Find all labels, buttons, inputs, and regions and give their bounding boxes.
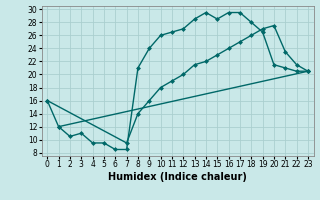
X-axis label: Humidex (Indice chaleur): Humidex (Indice chaleur) bbox=[108, 172, 247, 182]
